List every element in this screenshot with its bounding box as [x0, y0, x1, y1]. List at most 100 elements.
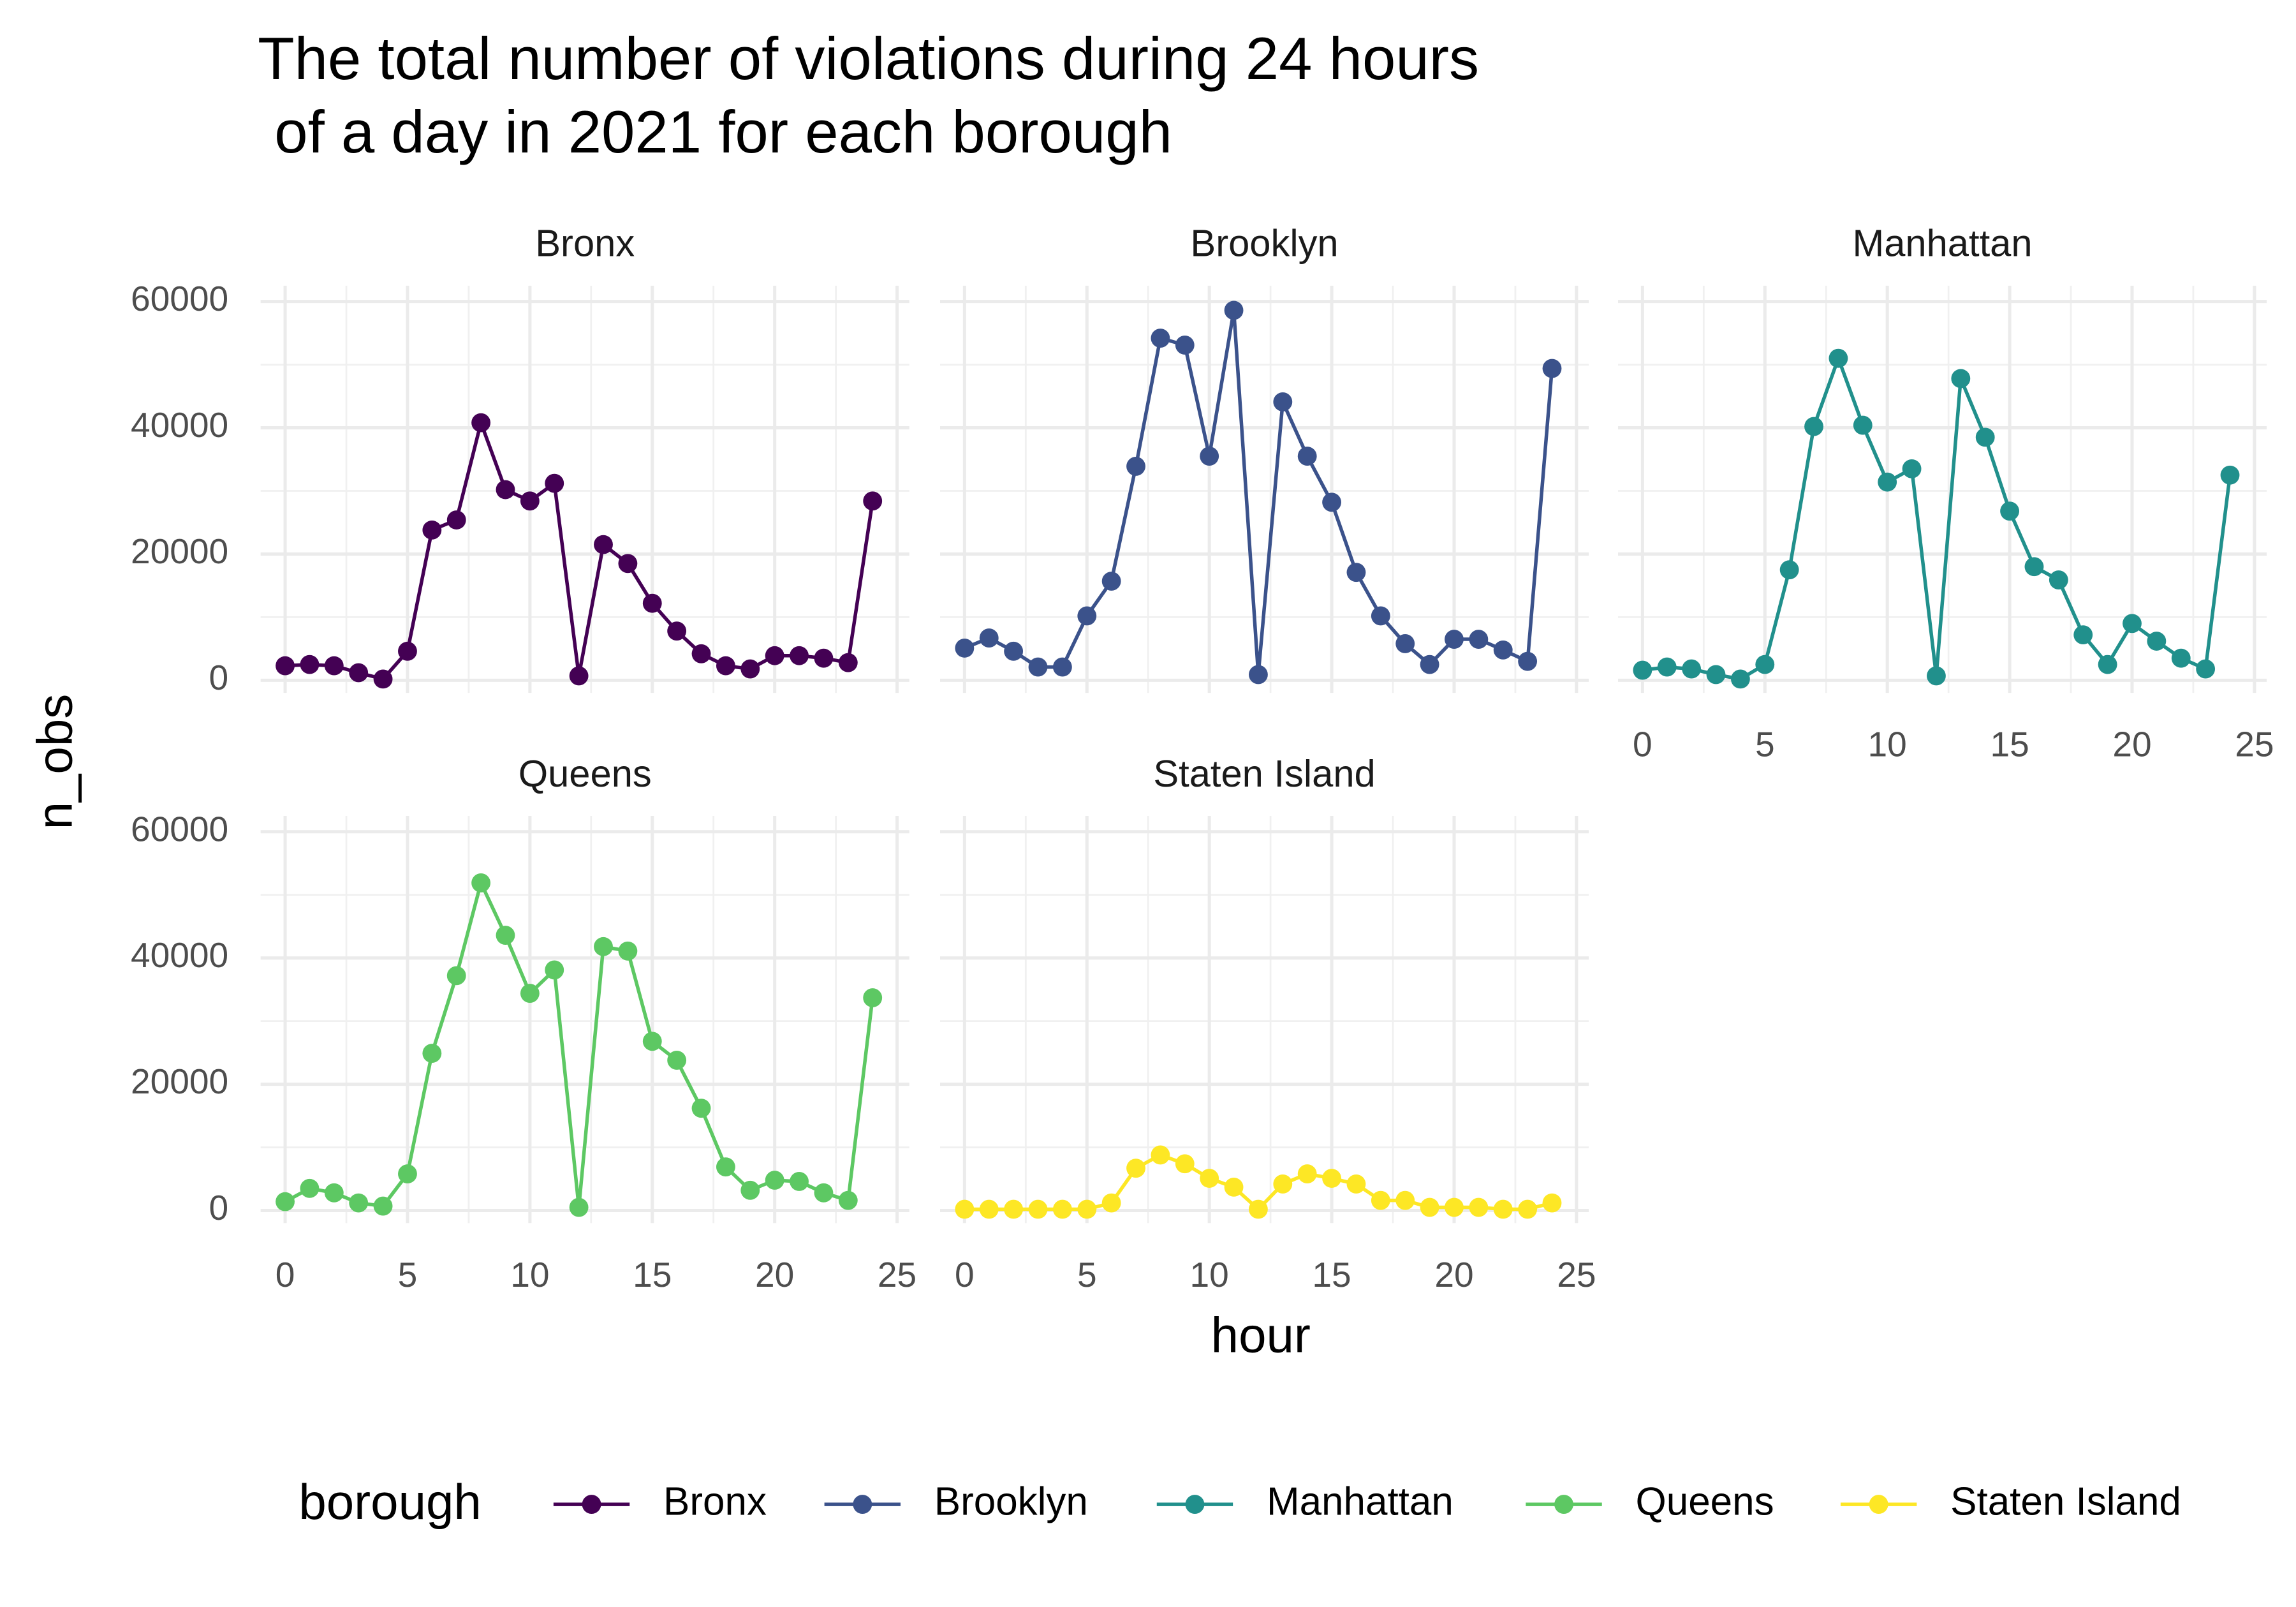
- data-point: [1878, 472, 1897, 492]
- data-point: [955, 1199, 975, 1219]
- data-point: [496, 480, 515, 500]
- x-tick-label: 15: [1990, 725, 2029, 764]
- y-tick-label: 20000: [131, 1062, 228, 1101]
- data-point: [1633, 660, 1652, 680]
- data-point: [838, 653, 858, 672]
- data-point: [790, 646, 809, 665]
- data-point: [1346, 1174, 1366, 1194]
- data-point: [1077, 1199, 1097, 1219]
- data-point: [716, 1157, 735, 1177]
- data-point: [398, 1164, 417, 1184]
- data-point: [1371, 606, 1390, 626]
- data-point: [545, 473, 564, 493]
- data-point: [1829, 348, 1848, 368]
- x-tick-label: 25: [2235, 725, 2274, 764]
- data-point: [1445, 1197, 1464, 1217]
- data-point: [667, 621, 687, 641]
- data-point: [863, 988, 883, 1007]
- data-point: [979, 628, 999, 648]
- data-point: [1804, 417, 1823, 436]
- data-point: [422, 520, 442, 540]
- legend-label: Queens: [1636, 1479, 1774, 1523]
- data-point: [1297, 1164, 1317, 1184]
- data-point: [1346, 563, 1366, 582]
- data-point: [1200, 447, 1219, 466]
- data-point: [324, 1183, 344, 1203]
- data-point: [1542, 1193, 1562, 1213]
- data-point: [2073, 625, 2093, 645]
- data-point: [1273, 392, 1293, 411]
- y-tick-label: 40000: [131, 935, 228, 975]
- data-point: [594, 937, 613, 956]
- data-point: [1445, 630, 1464, 649]
- data-point: [373, 669, 393, 689]
- data-point: [324, 656, 344, 676]
- data-point: [1004, 641, 1024, 661]
- y-tick-label: 40000: [131, 405, 228, 445]
- data-point: [1028, 657, 1048, 677]
- data-point: [1755, 655, 1775, 674]
- data-point: [1493, 640, 1513, 660]
- data-point: [1975, 427, 1995, 447]
- data-point: [1420, 655, 1439, 674]
- data-point: [545, 960, 564, 980]
- y-tick-label: 0: [209, 1188, 229, 1227]
- data-point: [863, 491, 883, 511]
- facet-label: Bronx: [535, 222, 635, 265]
- data-point: [471, 413, 491, 433]
- facet-label: Manhattan: [1853, 222, 2033, 265]
- legend-marker: [1554, 1495, 1573, 1514]
- data-point: [642, 593, 662, 613]
- x-tick-label: 5: [1755, 725, 1775, 764]
- data-point: [373, 1196, 393, 1216]
- data-point: [1052, 657, 1072, 677]
- data-point: [740, 1180, 760, 1200]
- data-point: [1175, 335, 1195, 355]
- series-line: [284, 417, 874, 681]
- data-point: [1951, 369, 1971, 389]
- data-point: [1151, 1145, 1170, 1165]
- data-point: [446, 966, 466, 986]
- data-point: [1052, 1199, 1072, 1219]
- data-point: [1493, 1199, 1513, 1219]
- data-point: [1322, 492, 1341, 512]
- data-point: [520, 984, 540, 1003]
- data-point: [569, 1197, 589, 1217]
- data-point: [765, 1171, 784, 1190]
- x-tick-label: 15: [633, 1255, 672, 1294]
- data-point: [471, 873, 491, 892]
- data-point: [955, 638, 975, 658]
- data-point: [765, 646, 784, 665]
- data-point: [1395, 634, 1415, 653]
- chart-title: The total number of violations during 24…: [258, 25, 1479, 92]
- x-tick-label: 10: [510, 1255, 549, 1294]
- data-point: [276, 656, 295, 676]
- data-point: [691, 644, 711, 663]
- x-axis-title: hour: [1211, 1307, 1311, 1363]
- data-point: [2024, 557, 2044, 577]
- legend-title: borough: [298, 1474, 481, 1530]
- data-point: [1200, 1169, 1219, 1188]
- data-point: [520, 491, 540, 511]
- data-point: [1101, 572, 1121, 591]
- data-point: [1322, 1169, 1341, 1188]
- data-point: [1004, 1199, 1024, 1219]
- legend-marker: [582, 1495, 601, 1514]
- data-point: [1028, 1199, 1048, 1219]
- data-point: [2123, 614, 2142, 633]
- data-point: [1077, 606, 1097, 626]
- x-tick-label: 10: [1868, 725, 1907, 764]
- data-point: [1249, 1199, 1268, 1219]
- legend-marker: [853, 1495, 872, 1514]
- data-point: [496, 926, 515, 945]
- legend-label: Staten Island: [1950, 1479, 2181, 1523]
- data-point: [814, 648, 834, 668]
- x-tick-label: 0: [1633, 725, 1652, 764]
- x-tick-label: 25: [1557, 1255, 1596, 1294]
- data-point: [1395, 1190, 1415, 1210]
- data-point: [1126, 456, 1145, 476]
- x-tick-label: 25: [878, 1255, 916, 1294]
- data-point: [1371, 1190, 1390, 1210]
